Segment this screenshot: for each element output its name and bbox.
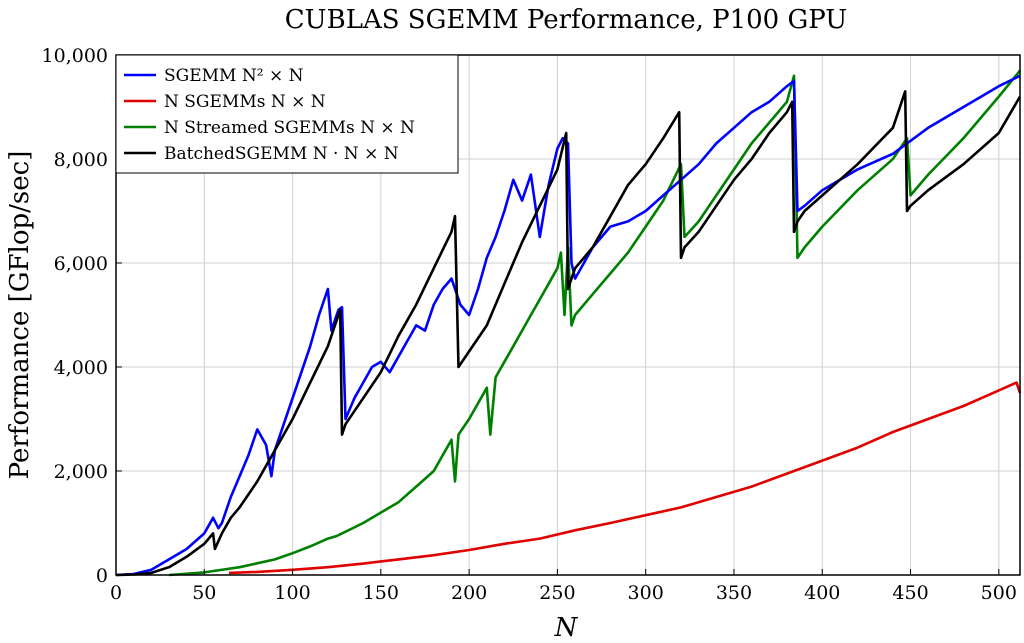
- x-tick-label: 100: [274, 582, 310, 604]
- y-tick-label: 8,000: [54, 149, 108, 171]
- y-tick-label: 10,000: [42, 45, 108, 67]
- x-tick-label: 300: [628, 582, 664, 604]
- x-tick-label: 350: [716, 582, 752, 604]
- series-line-2: [168, 69, 1022, 577]
- legend-label-0: SGEMM N² × N: [164, 66, 304, 86]
- legend-label-3: BatchedSGEMM N · N × N: [164, 144, 399, 164]
- x-tick-label: 400: [804, 582, 840, 604]
- y-tick-label: 2,000: [54, 461, 108, 483]
- x-tick-label: 50: [192, 582, 216, 604]
- legend-box: [115, 54, 459, 174]
- y-tick-label: 4,000: [54, 357, 108, 379]
- x-axis-label: N: [554, 613, 579, 643]
- legend-label-1: N SGEMMs N × N: [164, 92, 326, 112]
- y-axis-label: Performance [GFlop/sec]: [5, 151, 35, 480]
- y-tick-label: 0: [96, 565, 108, 587]
- y-ticks: 0 2,000 4,000 6,000 8,000 10,000: [42, 45, 122, 587]
- x-tick-label: 200: [451, 582, 487, 604]
- y-tick-label: 6,000: [54, 253, 108, 275]
- series-line-1: [228, 381, 1022, 575]
- legend: SGEMM N² × N N SGEMMs N × N N Streamed SGE…: [115, 54, 459, 174]
- chart-title: CUBLAS SGEMM Performance, P100 GPU: [285, 5, 847, 35]
- plot-frame: [115, 54, 1021, 576]
- x-tick-label: 450: [892, 582, 928, 604]
- legend-label-2: N Streamed SGEMMs N × N: [164, 118, 415, 138]
- x-tick-label: 500: [981, 582, 1017, 604]
- series-line-3: [115, 90, 1022, 577]
- x-ticks: 0 50 100 150 200 250 300 350 400 450 500: [110, 569, 1017, 604]
- series-group: [115, 69, 1022, 577]
- x-tick-label: 150: [363, 582, 399, 604]
- x-tick-label: 250: [539, 582, 575, 604]
- x-tick-label: 0: [110, 582, 122, 604]
